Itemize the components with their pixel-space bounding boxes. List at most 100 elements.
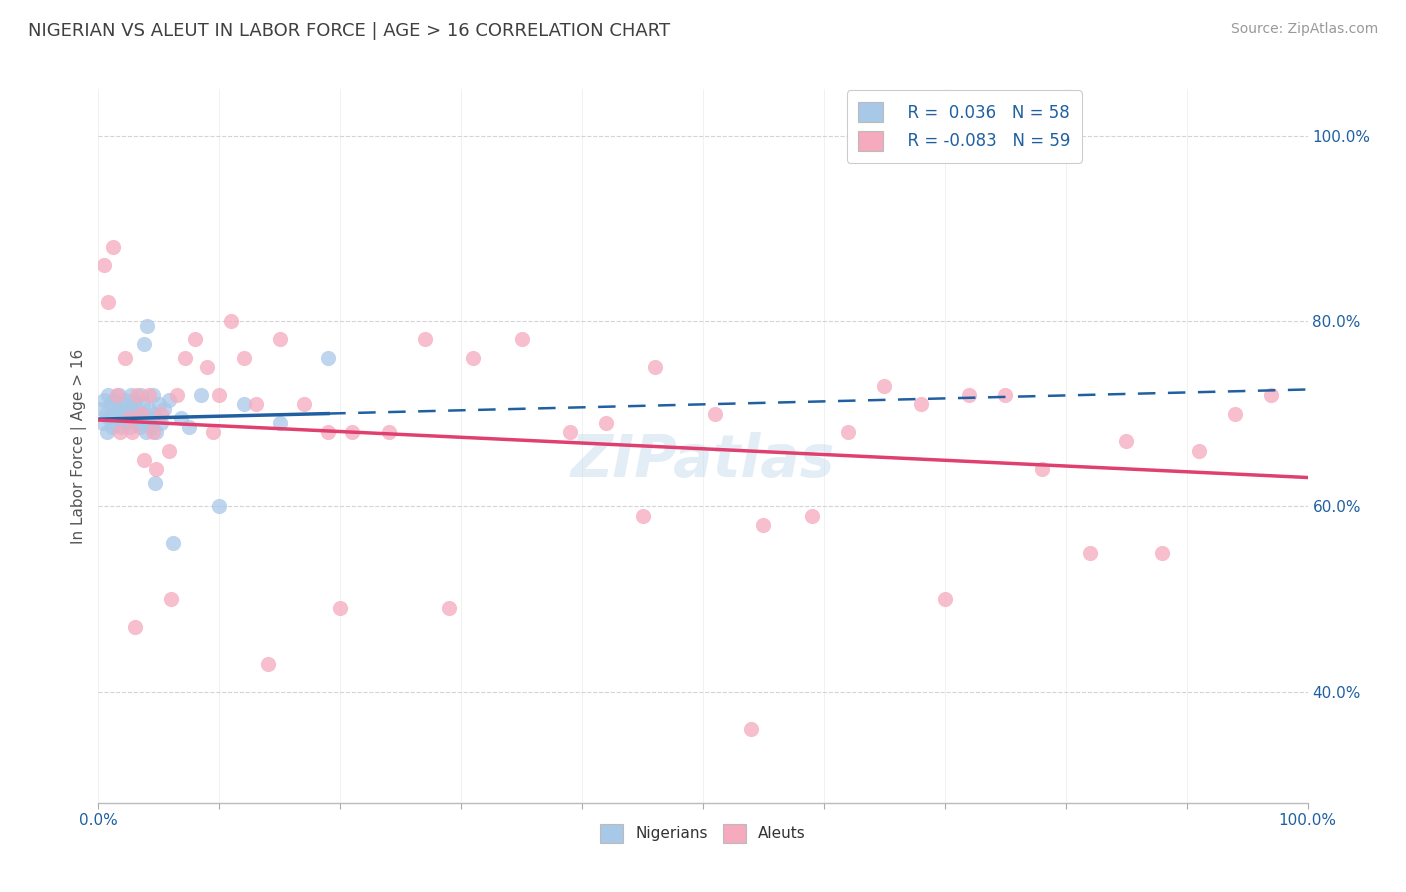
- Point: [994, 388, 1017, 402]
- Point: [143, 407, 166, 421]
- Point: [98, 411, 121, 425]
- Point: [97, 295, 120, 310]
- Point: [413, 333, 436, 347]
- Point: [118, 411, 141, 425]
- Point: [143, 476, 166, 491]
- Point: [138, 401, 160, 416]
- Point: [107, 407, 129, 421]
- Point: [704, 407, 727, 421]
- Point: [934, 591, 956, 606]
- Point: [150, 407, 173, 421]
- Point: [342, 425, 364, 439]
- Point: [1152, 545, 1174, 559]
- Point: [105, 388, 128, 402]
- Point: [105, 401, 128, 416]
- Point: [141, 420, 163, 434]
- Point: [117, 401, 139, 416]
- Point: [112, 407, 135, 421]
- Point: [174, 351, 197, 365]
- Point: [179, 420, 201, 434]
- Point: [740, 722, 762, 736]
- Point: [292, 397, 315, 411]
- Point: [100, 397, 122, 411]
- Point: [91, 416, 114, 430]
- Point: [101, 407, 124, 421]
- Point: [150, 416, 173, 430]
- Point: [94, 407, 117, 421]
- Point: [96, 425, 118, 439]
- Point: [111, 397, 134, 411]
- Point: [129, 407, 152, 421]
- Point: [208, 500, 231, 514]
- Point: [138, 388, 160, 402]
- Point: [101, 240, 124, 254]
- Point: [103, 392, 125, 407]
- Point: [114, 351, 136, 365]
- Point: [184, 333, 207, 347]
- Point: [166, 388, 188, 402]
- Point: [108, 388, 131, 402]
- Text: ZIPatlas: ZIPatlas: [571, 432, 835, 489]
- Point: [145, 462, 167, 476]
- Point: [644, 360, 666, 375]
- Point: [128, 420, 150, 434]
- Point: [1078, 545, 1101, 559]
- Point: [118, 420, 141, 434]
- Point: [752, 517, 775, 532]
- Point: [510, 333, 533, 347]
- Point: [145, 425, 167, 439]
- Point: [377, 425, 399, 439]
- Point: [221, 314, 243, 328]
- Point: [1188, 443, 1211, 458]
- Point: [132, 397, 155, 411]
- Point: [169, 411, 191, 425]
- Point: [134, 337, 156, 351]
- Y-axis label: In Labor Force | Age > 16: In Labor Force | Age > 16: [72, 349, 87, 543]
- Point: [800, 508, 823, 523]
- Point: [131, 407, 153, 421]
- Point: [558, 425, 581, 439]
- Point: [1031, 462, 1053, 476]
- Point: [110, 420, 132, 434]
- Point: [269, 416, 291, 430]
- Point: [463, 351, 485, 365]
- Point: [118, 411, 141, 425]
- Point: [108, 425, 131, 439]
- Point: [245, 397, 267, 411]
- Point: [115, 416, 138, 430]
- Point: [152, 401, 174, 416]
- Point: [135, 425, 157, 439]
- Point: [121, 407, 143, 421]
- Point: [122, 397, 145, 411]
- Point: [316, 425, 339, 439]
- Point: [631, 508, 654, 523]
- Point: [121, 425, 143, 439]
- Point: [195, 360, 218, 375]
- Point: [316, 351, 339, 365]
- Text: NIGERIAN VS ALEUT IN LABOR FORCE | AGE > 16 CORRELATION CHART: NIGERIAN VS ALEUT IN LABOR FORCE | AGE >…: [28, 22, 671, 40]
- Point: [873, 378, 896, 392]
- Point: [162, 536, 184, 550]
- Point: [1115, 434, 1137, 449]
- Point: [1223, 407, 1246, 421]
- Point: [1260, 388, 1282, 402]
- Point: [135, 318, 157, 333]
- Point: [97, 388, 120, 402]
- Point: [142, 425, 165, 439]
- Point: [142, 388, 165, 402]
- Point: [232, 397, 254, 411]
- Legend: Nigerians, Aleuts: Nigerians, Aleuts: [593, 818, 813, 848]
- Point: [91, 401, 114, 416]
- Point: [124, 620, 146, 634]
- Point: [120, 388, 142, 402]
- Point: [127, 388, 149, 402]
- Point: [93, 392, 115, 407]
- Point: [100, 420, 122, 434]
- Point: [125, 416, 148, 430]
- Point: [208, 388, 231, 402]
- Point: [129, 388, 152, 402]
- Point: [114, 392, 136, 407]
- Point: [136, 416, 159, 430]
- Point: [108, 411, 131, 425]
- Point: [160, 591, 183, 606]
